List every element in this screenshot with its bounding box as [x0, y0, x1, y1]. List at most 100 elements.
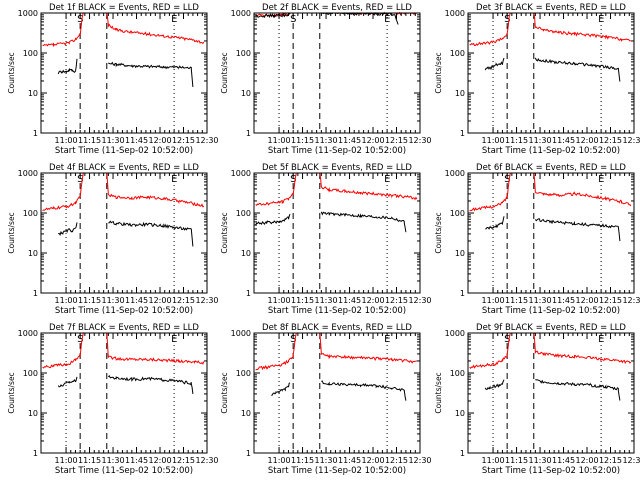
x-tick-label: 12:15	[385, 136, 408, 145]
chart-title: Det 3f BLACK = Events, RED = LLD	[476, 3, 626, 13]
marker-s: S	[77, 14, 83, 25]
x-tick-label: 11:00	[482, 456, 505, 465]
x-tick-label: 11:30	[315, 136, 338, 145]
series-black-line	[57, 58, 194, 88]
y-tick-label: 1000	[445, 9, 465, 18]
y-axis-label: Counts/sec	[220, 212, 229, 253]
x-tick-label: 12:30	[622, 296, 640, 305]
y-tick-label: 10	[455, 249, 465, 258]
chart-title: Det 6f BLACK = Events, RED = LLD	[476, 163, 626, 173]
series-black-line	[255, 11, 399, 25]
x-tick-label: 11:45	[125, 136, 148, 145]
y-tick-label: 10	[28, 89, 38, 98]
x-tick-label: 11:15	[291, 136, 314, 145]
y-tick-label: 1000	[445, 169, 465, 178]
plot-frame	[253, 12, 421, 134]
marker-e: E	[171, 14, 177, 25]
x-tick-label: 11:30	[102, 136, 125, 145]
x-tick-label: 12:00	[361, 296, 384, 305]
y-axis-label: Counts/sec	[7, 372, 16, 413]
x-axis-label: Start Time (11-Sep-02 10:52:00)	[268, 306, 406, 316]
series-red-line	[42, 172, 205, 212]
marker-e: E	[384, 334, 390, 345]
y-tick-label: 1000	[231, 169, 251, 178]
x-tick-label: 11:00	[55, 296, 78, 305]
marker-e: E	[171, 174, 177, 185]
y-tick-label: 10	[241, 89, 251, 98]
x-tick-label: 12:30	[408, 136, 431, 145]
x-tick-label: 12:15	[172, 296, 195, 305]
x-axis-label: Start Time (11-Sep-02 10:52:00)	[268, 146, 406, 156]
x-tick-label: 11:15	[78, 136, 101, 145]
y-tick-label: 1000	[18, 169, 38, 178]
y-tick-label: 1	[460, 129, 465, 138]
x-axis-label: Start Time (11-Sep-02 10:52:00)	[482, 146, 620, 156]
x-tick-label: 12:15	[172, 136, 195, 145]
x-tick-label: 11:45	[552, 296, 575, 305]
plot-frame	[253, 332, 421, 454]
y-tick-label: 1	[246, 449, 251, 458]
x-tick-label: 12:00	[361, 456, 384, 465]
chart-title: Det 5f BLACK = Events, RED = LLD	[262, 163, 412, 173]
x-tick-label: 12:15	[599, 296, 622, 305]
plot-frame	[467, 12, 635, 134]
x-tick-label: 11:15	[291, 456, 314, 465]
x-tick-label: 11:15	[505, 136, 528, 145]
chart-title: Det 2f BLACK = Events, RED = LLD	[262, 3, 412, 13]
plot-frame	[40, 172, 208, 294]
marker-s: S	[290, 334, 296, 345]
x-tick-label: 12:00	[148, 296, 171, 305]
y-tick-label: 10	[455, 89, 465, 98]
series-red-line	[469, 332, 632, 370]
series-red-line	[255, 172, 418, 206]
series-red-line	[469, 172, 632, 212]
y-tick-label: 1000	[231, 9, 251, 18]
y-tick-label: 1000	[18, 9, 38, 18]
x-tick-label: 11:00	[482, 136, 505, 145]
series-black-line	[484, 57, 621, 82]
x-tick-label: 11:30	[529, 456, 552, 465]
x-tick-label: 12:30	[195, 136, 218, 145]
marker-s: S	[504, 14, 510, 25]
y-axis-label: Counts/sec	[434, 212, 443, 253]
series-black-line	[271, 380, 407, 401]
chart-title: Det 7f BLACK = Events, RED = LLD	[49, 323, 199, 333]
x-tick-label: 11:45	[338, 136, 361, 145]
marker-s: S	[290, 14, 296, 25]
y-axis-label: Counts/sec	[220, 372, 229, 413]
y-axis-label: Counts/sec	[434, 52, 443, 93]
y-tick-label: 1000	[18, 329, 38, 338]
x-tick-label: 12:00	[148, 456, 171, 465]
x-tick-label: 11:30	[315, 296, 338, 305]
marker-s: S	[504, 334, 510, 345]
y-tick-label: 100	[23, 369, 38, 378]
series-black-line	[255, 211, 407, 233]
x-axis-label: Start Time (11-Sep-02 10:52:00)	[482, 466, 620, 476]
y-tick-label: 10	[241, 409, 251, 418]
x-tick-label: 11:00	[482, 296, 505, 305]
x-tick-label: 11:15	[505, 296, 528, 305]
y-tick-label: 100	[23, 49, 38, 58]
y-tick-label: 10	[455, 409, 465, 418]
x-tick-label: 12:15	[385, 296, 408, 305]
x-tick-label: 11:15	[78, 456, 101, 465]
y-tick-label: 100	[236, 369, 251, 378]
x-tick-label: 12:15	[599, 136, 622, 145]
marker-e: E	[384, 14, 390, 25]
x-tick-label: 11:45	[338, 456, 361, 465]
marker-s: S	[77, 174, 83, 185]
y-tick-label: 10	[241, 249, 251, 258]
x-tick-label: 11:00	[268, 296, 291, 305]
x-tick-label: 11:45	[125, 296, 148, 305]
marker-s: S	[77, 334, 83, 345]
x-tick-label: 11:30	[102, 296, 125, 305]
y-axis-label: Counts/sec	[434, 372, 443, 413]
x-tick-label: 12:00	[148, 136, 171, 145]
x-tick-label: 12:15	[385, 456, 408, 465]
y-tick-label: 100	[236, 209, 251, 218]
plot-frame	[253, 172, 421, 294]
